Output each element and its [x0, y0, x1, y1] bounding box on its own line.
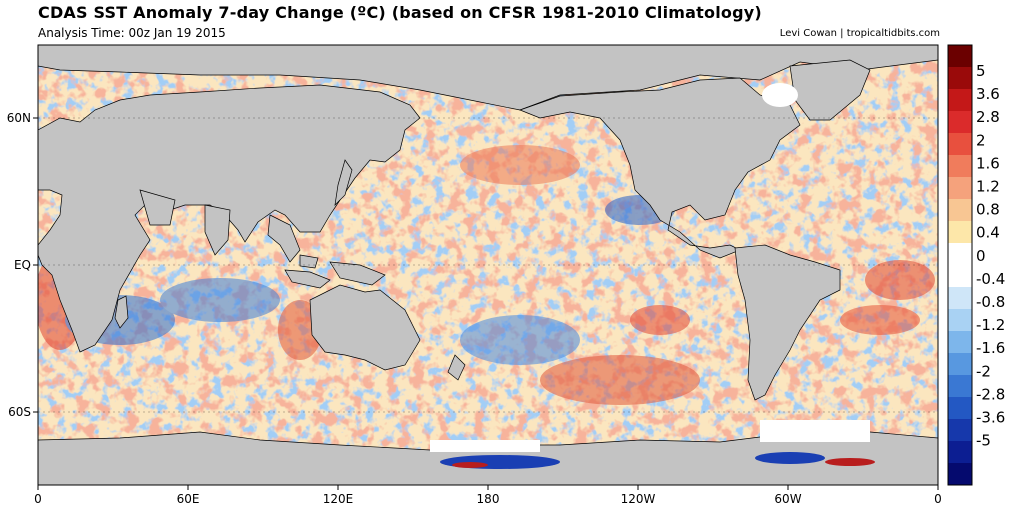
- lon-ticks: [37, 485, 939, 490]
- colorbar-label: 1.2: [976, 178, 1000, 196]
- lon-label: 120W: [621, 492, 656, 506]
- colorbar-label: 1.6: [976, 154, 1000, 172]
- colorbar-label: 0.4: [976, 224, 1000, 242]
- colorbar-swatch: [948, 199, 972, 222]
- colorbar: [947, 44, 973, 486]
- colorbar-label: 0: [976, 247, 986, 265]
- antarctic-ice-anomalies: [430, 420, 875, 469]
- colorbar-label: 3.6: [976, 85, 1000, 103]
- colorbar-label: 2: [976, 131, 986, 149]
- colorbar-swatch: [948, 133, 972, 156]
- colorbar-swatch: [948, 331, 972, 354]
- lon-labels: 0 60E 120E 180 120W 60W 0: [34, 492, 942, 506]
- colorbar-swatch: [948, 243, 972, 266]
- colorbar-frame: [947, 44, 973, 486]
- colorbar-swatch: [948, 265, 972, 288]
- colorbar-swatch: [948, 221, 972, 244]
- colorbar-swatch: [948, 67, 972, 90]
- colorbar-swatch: [948, 89, 972, 112]
- lat-labels: 60N EQ 60S: [7, 111, 31, 419]
- colorbar-label: 0.8: [976, 201, 1000, 219]
- colorbar-label: -2.8: [976, 385, 1005, 403]
- colorbar-swatch: [948, 419, 972, 442]
- lon-label: 60E: [177, 492, 200, 506]
- colorbar-swatch: [948, 375, 972, 398]
- colorbar-label: -1.2: [976, 316, 1005, 334]
- colorbar-swatch: [948, 463, 972, 486]
- colorbar-swatch: [948, 155, 972, 178]
- colorbar-swatch: [948, 111, 972, 134]
- colorbar-swatch: [948, 177, 972, 200]
- colorbar-label: -0.4: [976, 270, 1005, 288]
- lat-label: 60S: [8, 405, 31, 419]
- lat-ticks: [33, 117, 38, 413]
- lon-label: 0: [34, 492, 42, 506]
- lat-label: EQ: [14, 258, 31, 272]
- colorbar-swatch: [948, 309, 972, 332]
- credit-text: Levi Cowan | tropicaltidbits.com: [779, 28, 940, 39]
- lon-label: 60W: [774, 492, 801, 506]
- colorbar-label: 5: [976, 62, 986, 80]
- map-area: [38, 45, 938, 485]
- colorbar-label: -3.6: [976, 409, 1005, 427]
- colorbar-label: 2.8: [976, 108, 1000, 126]
- colorbar-label: -2: [976, 362, 991, 380]
- colorbar-label: -5: [976, 432, 991, 450]
- lon-label: 120E: [323, 492, 354, 506]
- page-title: CDAS SST Anomaly 7-day Change (ºC) (base…: [38, 3, 762, 22]
- colorbar-swatch: [948, 353, 972, 376]
- colorbar-label: -1.6: [976, 339, 1005, 357]
- analysis-time: Analysis Time: 00z Jan 19 2015: [38, 26, 226, 40]
- colorbar-label: -0.8: [976, 293, 1005, 311]
- colorbar-labels: 5 3.6 2.8 2 1.6 1.2 0.8 0.4 0 -0.4 -0.8 -1.2 -1.6 -2 -…: [976, 62, 1005, 450]
- colorbar-swatch: [948, 397, 972, 420]
- hudson-bay: [762, 83, 798, 107]
- graticule: [38, 117, 938, 413]
- colorbar-swatch: [948, 441, 972, 464]
- lat-label: 60N: [7, 111, 31, 125]
- lon-label: 180: [477, 492, 500, 506]
- colorbar-swatch: [948, 287, 972, 310]
- colorbar-swatch: [948, 45, 972, 68]
- lon-label: 0: [934, 492, 942, 506]
